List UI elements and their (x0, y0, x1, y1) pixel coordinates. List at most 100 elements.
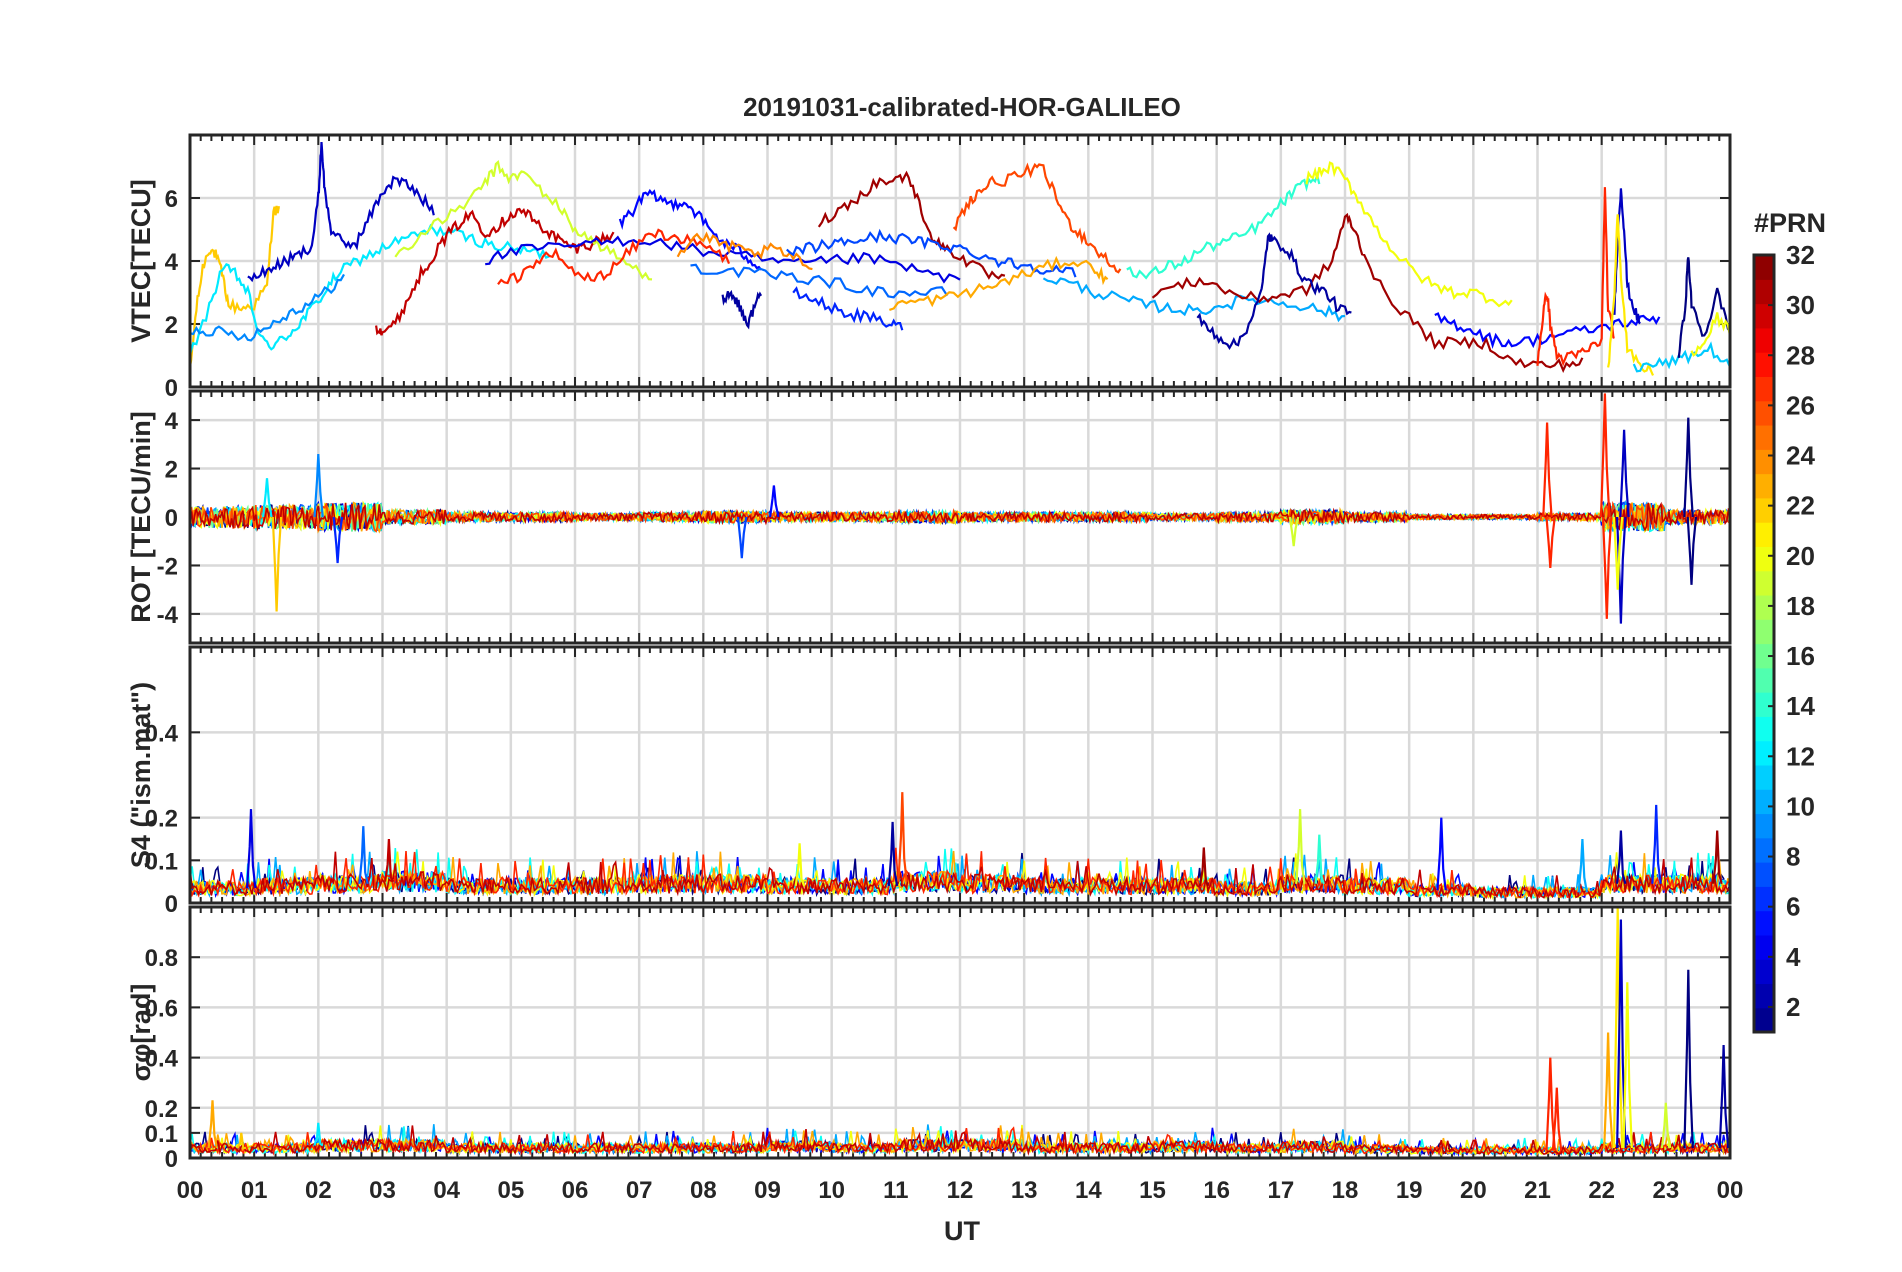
spike-prn-27 (1545, 516, 1556, 568)
y-tick-label: 4 (165, 408, 179, 435)
colorbar-tick-label: 8 (1786, 842, 1800, 872)
x-tick-label: 09 (754, 1177, 781, 1204)
x-axis-label: UT (944, 1216, 980, 1246)
panel-rot-series (190, 393, 1730, 624)
x-tick-label: 01 (241, 1177, 268, 1204)
x-tick-label: 10 (818, 1177, 845, 1204)
spike-prn-26 (897, 792, 908, 882)
series-prn-30 (190, 1125, 1730, 1157)
colorbar-tick-label: 6 (1786, 892, 1800, 922)
spike-prn-2 (1616, 830, 1627, 885)
spike-prn-20 (1612, 516, 1624, 590)
y-tick-label: 0.1 (145, 1121, 178, 1148)
spike-prn-9 (313, 453, 324, 518)
x-tick-label: 04 (433, 1177, 460, 1204)
colorbar-tick-label: 28 (1786, 340, 1815, 370)
colorbar-tick-label: 16 (1786, 641, 1815, 671)
spike-prn-20 (1622, 982, 1633, 1149)
spike-prn-12 (262, 478, 273, 518)
colorbar-segment (1754, 473, 1774, 499)
vtec-series-prn-11 (1632, 341, 1730, 373)
panel-rot: -4 -2 0 2 4 ROT [TECU/min] (126, 389, 1732, 645)
spike-prn-19 (1660, 1102, 1672, 1149)
chart-title: 20191031-calibrated-HOR-GALILEO (743, 92, 1181, 122)
vtec-series-prn-22 (190, 205, 280, 367)
colorbar-tick-label: 14 (1786, 691, 1815, 721)
colorbar-segment (1754, 570, 1774, 596)
y-tick-label: 0.6 (145, 995, 178, 1022)
colorbar-segment (1754, 449, 1774, 475)
vtec-series-prn-2 (721, 289, 763, 330)
spike-prn-4 (246, 809, 257, 889)
colorbar-segment (1754, 1007, 1774, 1033)
colorbar-segment (1754, 497, 1774, 523)
spike-prn-1 (1683, 417, 1694, 518)
x-tick-label: 12 (947, 1177, 974, 1204)
colorbar-label: #PRN (1754, 208, 1826, 238)
colorbar-tick-label: 24 (1786, 441, 1815, 471)
colorbar-segment (1754, 983, 1774, 1009)
spike-prn-3 (1616, 919, 1627, 1149)
y-tick-label: 2 (165, 457, 178, 484)
spike-prn-12 (313, 1122, 324, 1147)
x-tick-label: 02 (305, 1177, 332, 1204)
x-tick-label: 05 (497, 1177, 524, 1204)
colorbar-segment (1754, 910, 1774, 936)
colorbar-segment (1754, 934, 1774, 960)
colorbar-segment (1754, 255, 1774, 280)
x-tick-label: 15 (1139, 1177, 1166, 1204)
panel-vtec: 0 2 4 6 VTEC[TECU] (126, 133, 1732, 402)
y-tick-label: 0.4 (145, 1046, 179, 1073)
colorbar-tick-label: 10 (1786, 791, 1815, 821)
spike-prn-14 (1314, 834, 1325, 885)
x-tick-label: 00 (177, 1177, 204, 1204)
vtec-series-prn-21 (1607, 214, 1655, 376)
y-tick-label: 0.4 (145, 720, 179, 747)
vtec-series-prn-7 (786, 228, 1077, 278)
y-tick-label: 0 (165, 375, 178, 402)
spike-prn-3 (1619, 429, 1630, 518)
panel-s4-series (190, 792, 1730, 901)
colorbar-segment (1754, 667, 1774, 693)
colorbar-segment (1754, 789, 1774, 815)
vtec-series-prn-23 (889, 255, 1109, 311)
vtec-series-prn-26 (952, 162, 1122, 274)
colorbar-segment (1754, 279, 1774, 305)
panel-sigma_phi-series (190, 907, 1730, 1158)
x-tick-label: 19 (1396, 1177, 1423, 1204)
colorbar-segment (1754, 424, 1774, 450)
spike-prn-2 (887, 821, 899, 887)
colorbar-tick-label: 26 (1786, 390, 1815, 420)
x-tick-label: 13 (1011, 1177, 1038, 1204)
spike-prn-27 (1545, 1057, 1556, 1151)
vtec-series-prn-31 (817, 170, 1006, 280)
spike-prn-31 (1712, 830, 1723, 885)
spike-prn-20 (794, 843, 806, 887)
vtec-series-prn-3 (1613, 188, 1641, 325)
spike-prn-27 (1599, 393, 1611, 518)
spike-prn-2 (1718, 1044, 1730, 1149)
colorbar-tick-label: 18 (1786, 591, 1815, 621)
spike-prn-6 (1651, 804, 1662, 884)
spike-prn-27 (1542, 422, 1553, 518)
vtec-series-prn-14 (1126, 171, 1321, 280)
series-prn-27 (190, 847, 1730, 900)
x-tick-label: 00 (1717, 1177, 1744, 1204)
spike-prn-22 (236, 1132, 246, 1150)
spike-prn-19 (1288, 516, 1300, 547)
y-tick-label: 0 (165, 505, 178, 532)
panel-s4-frame (188, 645, 1732, 905)
y-tick-label: 4 (165, 249, 179, 276)
series-prn-27 (190, 1126, 1730, 1156)
colorbar-segment (1754, 862, 1774, 887)
panel-sigma_phi-ylabel: σφ[rad] (126, 984, 156, 1082)
panel-sigma_phi: 00.10.2 0.4 0.6 0.8 σφ[rad] (126, 905, 1732, 1173)
spike-prn-21 (1612, 907, 1624, 1149)
y-tick-label: 0 (165, 1146, 178, 1173)
colorbar-segment (1754, 400, 1774, 426)
colorbar-segment (1754, 376, 1774, 402)
x-tick-label: 11 (883, 1177, 908, 1204)
colorbar-segment (1754, 764, 1774, 790)
panel-vtec-ylabel: VTEC[TECU] (126, 179, 156, 343)
spike-prn-5 (1436, 817, 1447, 891)
